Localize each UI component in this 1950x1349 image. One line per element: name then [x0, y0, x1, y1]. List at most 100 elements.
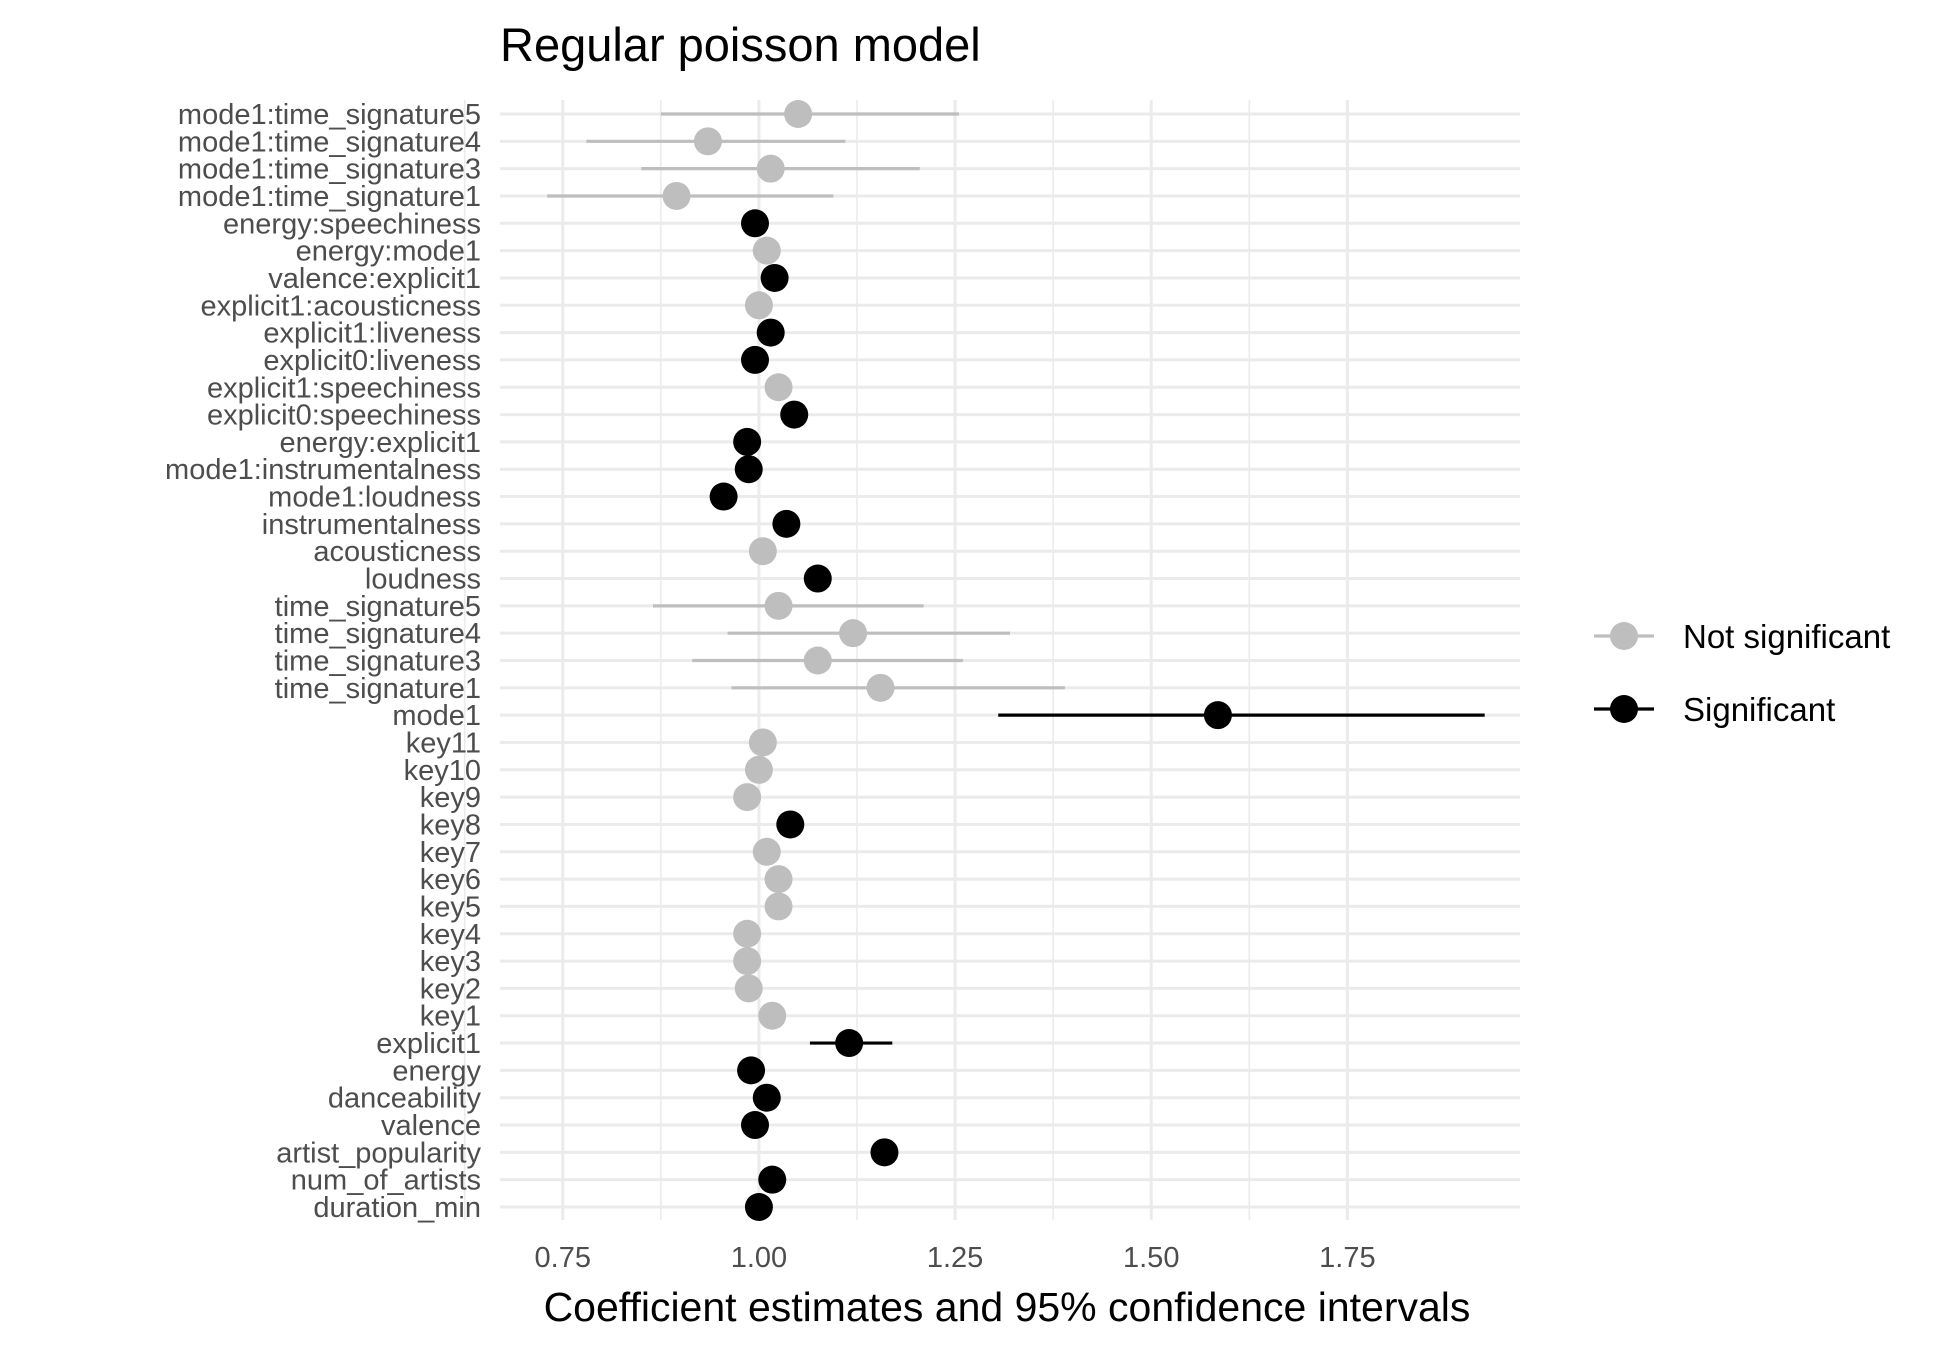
estimate-point [866, 673, 895, 702]
estimate-point [764, 591, 793, 620]
y-tick-label: mode1:instrumentalness [165, 454, 481, 486]
estimate-point [758, 1165, 787, 1194]
y-tick-label: key8 [420, 809, 481, 841]
y-tick-label: mode1:time_signature3 [178, 154, 481, 186]
estimate-point [764, 865, 793, 894]
x-tick-label: 1.75 [1319, 1242, 1375, 1274]
y-tick-label: loudness [365, 564, 481, 596]
estimate-point [1203, 701, 1232, 730]
estimate-point [693, 127, 722, 156]
estimate-point [741, 209, 769, 238]
legend-item: Not significant [1594, 618, 1890, 655]
y-tick-label: time_signature3 [275, 646, 481, 678]
estimate-point [839, 619, 868, 648]
estimate-point [764, 373, 793, 402]
legend-item: Significant [1594, 691, 1835, 728]
y-tick-label: energy:mode1 [296, 236, 481, 268]
y-tick-label: key2 [420, 973, 481, 1005]
y-tick-label: explicit1 [376, 1028, 481, 1060]
x-tick-label: 1.00 [731, 1242, 787, 1274]
y-tick-label: key7 [420, 837, 481, 869]
estimate-point [752, 236, 781, 265]
chart-title: Regular poisson model [500, 18, 981, 71]
estimate-point [741, 345, 769, 374]
y-tick-label: explicit0:speechiness [207, 400, 481, 432]
estimate-point [734, 974, 763, 1003]
y-tick-label: mode1:time_signature5 [178, 99, 481, 131]
estimate-point [803, 646, 832, 675]
y-axis-labels: mode1:time_signature5mode1:time_signatur… [165, 99, 481, 1224]
y-tick-label: explicit1:liveness [263, 318, 481, 350]
y-tick-label: instrumentalness [262, 509, 481, 541]
estimate-point [784, 100, 813, 128]
y-tick-label: time_signature4 [275, 618, 481, 650]
y-tick-label: time_signature1 [275, 673, 481, 705]
estimate-point [764, 892, 793, 921]
estimate-point [741, 1111, 769, 1140]
estimate-point [752, 837, 781, 866]
y-tick-label: key5 [420, 891, 481, 923]
y-tick-label: key1 [420, 1001, 481, 1033]
estimate-point [748, 728, 777, 757]
estimate-point [737, 1056, 766, 1085]
estimate-points [662, 100, 1232, 1221]
y-tick-label: mode1:time_signature1 [178, 181, 481, 213]
estimate-point [748, 537, 777, 566]
y-tick-label: key3 [420, 946, 481, 978]
estimate-point [752, 1083, 781, 1112]
x-axis-title: Coefficient estimates and 95% confidence… [544, 1284, 1471, 1330]
y-tick-label: explicit1:speechiness [207, 372, 481, 404]
estimate-point [733, 783, 762, 812]
y-tick-label: explicit0:liveness [263, 345, 481, 377]
estimate-point [760, 263, 789, 292]
estimate-point [756, 154, 785, 183]
x-axis-tick-labels: 0.75 1.00 1.25 1.50 1.75 [535, 1242, 1376, 1274]
legend-key-point [1610, 695, 1638, 723]
y-tick-label: energy:speechiness [223, 208, 481, 240]
estimate-point [744, 755, 773, 784]
estimate-point [780, 400, 809, 429]
estimate-point [870, 1138, 899, 1167]
x-tick-label: 0.75 [535, 1242, 591, 1274]
y-tick-label: valence [381, 1110, 481, 1142]
y-tick-label: key10 [404, 755, 481, 787]
y-tick-label: key4 [420, 919, 481, 951]
estimate-point [756, 318, 785, 347]
legend-key-point [1610, 622, 1638, 650]
estimate-point [734, 455, 763, 484]
estimate-point [744, 291, 773, 320]
y-tick-label: energy [392, 1055, 481, 1087]
y-tick-label: explicit1:acousticness [201, 290, 481, 322]
x-tick-label: 1.25 [927, 1242, 983, 1274]
y-tick-label: key9 [420, 782, 481, 814]
legend-label: Not significant [1683, 618, 1890, 655]
y-tick-label: energy:explicit1 [280, 427, 482, 459]
estimate-point [662, 181, 691, 210]
y-tick-label: artist_popularity [276, 1137, 481, 1169]
legend-label: Significant [1683, 691, 1835, 728]
estimate-point [709, 482, 738, 511]
y-tick-label: mode1:time_signature4 [178, 126, 481, 158]
estimate-point [776, 810, 805, 839]
estimate-point [803, 564, 832, 593]
grid [463, 100, 1520, 1220]
y-tick-label: num_of_artists [291, 1165, 481, 1197]
x-tick-label: 1.50 [1123, 1242, 1179, 1274]
y-tick-label: duration_min [313, 1192, 481, 1224]
y-tick-label: danceability [328, 1083, 482, 1115]
y-tick-label: acousticness [313, 536, 481, 568]
y-tick-label: valence:explicit1 [268, 263, 481, 295]
legend: Not significant Significant [1594, 618, 1890, 728]
estimate-point [733, 427, 762, 456]
y-tick-label: key11 [406, 727, 481, 759]
estimate-point [733, 919, 762, 948]
estimate-point [733, 947, 762, 976]
y-tick-label: mode1:loudness [268, 482, 481, 514]
estimate-point [835, 1029, 864, 1058]
estimate-point [758, 1001, 787, 1030]
estimate-point [772, 509, 801, 538]
y-tick-label: time_signature5 [275, 591, 481, 623]
y-tick-label: key6 [420, 864, 481, 896]
y-tick-label: mode1 [392, 700, 481, 732]
